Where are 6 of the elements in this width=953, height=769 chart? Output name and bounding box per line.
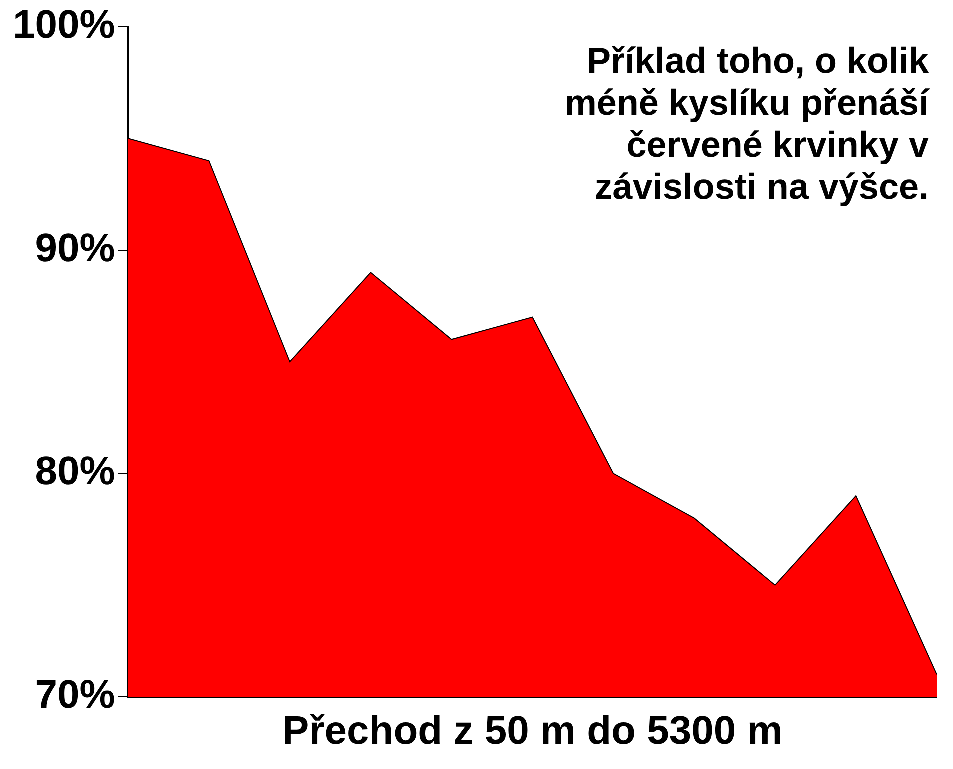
x-axis-title: Přechod z 50 m do 5300 m: [282, 709, 783, 754]
y-tick-label: 80%: [35, 450, 116, 494]
y-tick-label: 70%: [35, 673, 116, 718]
annotation: Příklad toho, o kolik méně kyslíku přenáší červené krvinky v závislosti na výšce.: [564, 40, 930, 207]
y-tick-label: 90%: [35, 226, 116, 270]
y-tick-label: 100%: [12, 3, 116, 48]
